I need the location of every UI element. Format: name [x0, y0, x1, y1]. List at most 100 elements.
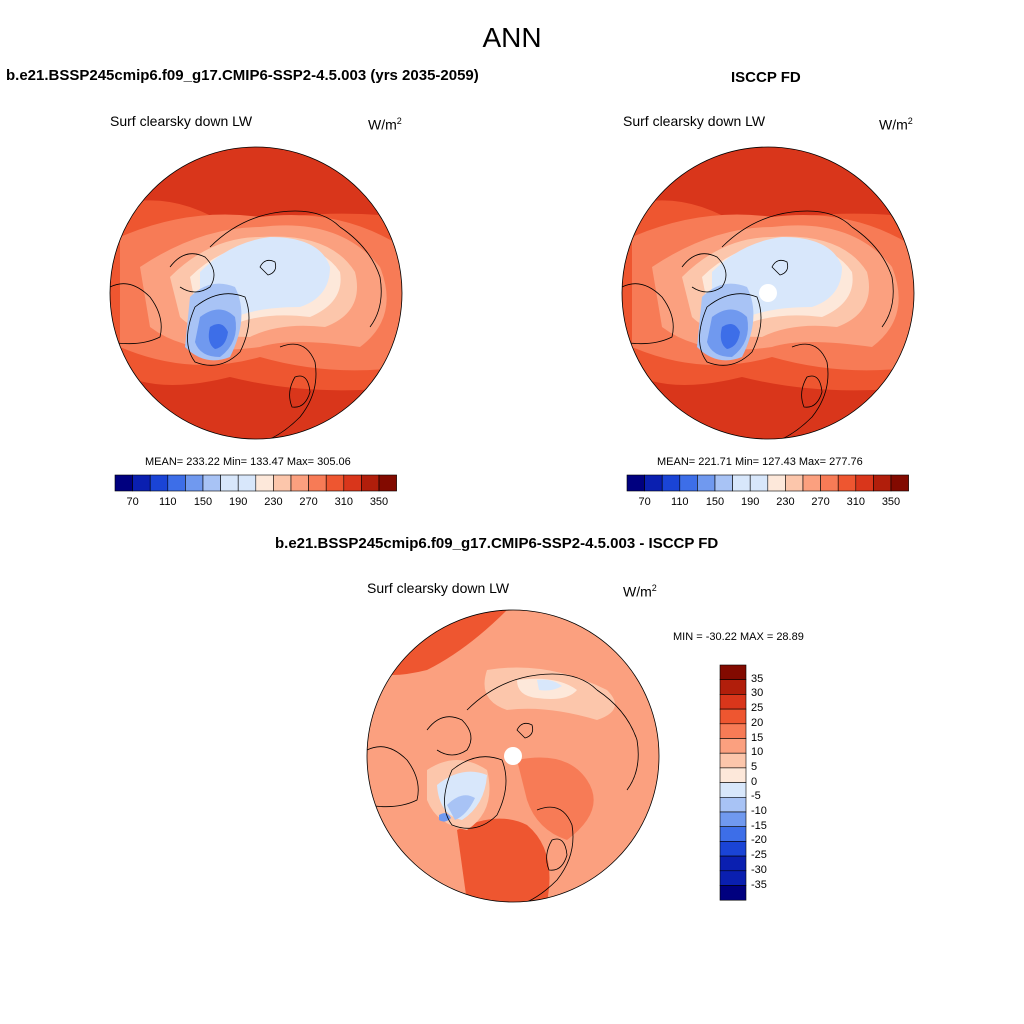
- diff-coastlines: [367, 673, 639, 902]
- colorbar-tick-label: 110: [671, 496, 689, 508]
- colorbar-tick-label: 5: [751, 760, 758, 773]
- model-units-label: W/m2: [368, 116, 402, 133]
- colorbar-tick-label: -35: [751, 878, 767, 891]
- model-polar-map: [109, 146, 403, 440]
- colorbar-tick-label: 150: [193, 496, 213, 508]
- obs-variable-label: Surf clearsky down LW: [623, 113, 766, 129]
- colorbar-box: [626, 474, 645, 492]
- colorbar-box: [308, 474, 327, 492]
- colorbar-tick-label: 270: [299, 496, 318, 508]
- colorbar-box: [719, 782, 747, 798]
- colorbar-tick-label: 190: [741, 496, 760, 508]
- colorbar-box: [732, 474, 751, 492]
- obs-stats-label: MEAN= 221.71 Min= 127.43 Max= 277.76: [657, 456, 863, 468]
- colorbar-box: [855, 474, 874, 492]
- colorbar-box: [202, 474, 221, 492]
- colorbar-tick-label: 350: [369, 496, 389, 508]
- colorbar-box: [679, 474, 698, 492]
- colorbar-box: [325, 474, 345, 492]
- diff-variable-label: Surf clearsky down LW: [367, 580, 510, 596]
- obs-panel-heading: ISCCP FD: [731, 69, 801, 86]
- colorbar-box: [719, 664, 747, 680]
- colorbar-tick-label: -20: [751, 834, 767, 847]
- colorbar-tick-label: 70: [126, 496, 139, 508]
- colorbar-box: [719, 811, 747, 827]
- colorbar-tick-label: 20: [751, 716, 764, 729]
- colorbar-box: [114, 474, 133, 492]
- colorbar-box: [290, 474, 309, 492]
- colorbar-tick-label: -25: [751, 849, 767, 862]
- colorbar-box: [767, 474, 786, 492]
- colorbar-box: [785, 474, 804, 492]
- colorbar-box: [237, 474, 257, 492]
- difference-colorbar: [719, 664, 747, 901]
- colorbar-tick-label: 310: [334, 496, 353, 508]
- colorbar-tick-label: 270: [811, 496, 830, 508]
- diff-stats-label: MIN = -30.22 MAX = 28.89: [673, 631, 804, 643]
- colorbar-box: [719, 885, 747, 901]
- colorbar-box: [719, 752, 747, 769]
- colorbar-box: [719, 767, 747, 783]
- colorbar-box: [719, 679, 747, 695]
- colorbar-box: [719, 738, 747, 754]
- colorbar-box: [837, 474, 857, 492]
- colorbar-tick-label: 190: [229, 496, 248, 508]
- diff-pole-missing-data: [504, 747, 522, 765]
- colorbar-tick-label: 35: [751, 672, 764, 685]
- obs-coastlines: [622, 210, 894, 439]
- colorbar-box: [719, 723, 747, 739]
- colorbar-box: [167, 474, 186, 492]
- colorbar-box: [697, 474, 716, 492]
- model-variable-label: Surf clearsky down LW: [110, 113, 253, 129]
- colorbar-box: [714, 474, 733, 492]
- obs-units-label: W/m2: [879, 116, 913, 133]
- colorbar-tick-label: 110: [159, 496, 177, 508]
- colorbar-box: [255, 474, 274, 492]
- colorbar-tick-label: 150: [705, 496, 725, 508]
- colorbar-box: [719, 826, 747, 842]
- colorbar-box: [149, 474, 169, 492]
- model-coastlines: [110, 210, 382, 439]
- obs-colorbar: [626, 474, 909, 492]
- colorbar-tick-label: 15: [751, 731, 764, 744]
- model-panel-heading: b.e21.BSSP245cmip6.f09_g17.CMIP6-SSP2-4.…: [6, 67, 479, 84]
- colorbar-tick-label: 10: [751, 746, 764, 759]
- colorbar-box: [890, 474, 909, 492]
- colorbar-tick-label: -5: [751, 790, 761, 803]
- colorbar-tick-label: 230: [776, 496, 795, 508]
- colorbar-tick-label: -15: [751, 819, 767, 832]
- colorbar-tick-label: 0: [751, 775, 758, 788]
- colorbar-box: [185, 474, 204, 492]
- colorbar-tick-label: 25: [751, 702, 764, 715]
- colorbar-box: [820, 474, 839, 492]
- colorbar-tick-label: 310: [846, 496, 865, 508]
- colorbar-box: [719, 708, 747, 725]
- colorbar-box: [802, 474, 821, 492]
- figure-title: ANN: [482, 22, 542, 53]
- colorbar-box: [220, 474, 239, 492]
- colorbar-tick-label: -10: [751, 805, 767, 817]
- colorbar-box: [719, 694, 747, 710]
- colorbar-tick-label: -30: [751, 863, 767, 876]
- obs-pole-missing-data: [759, 284, 777, 302]
- colorbar-box: [719, 841, 747, 857]
- colorbar-tick-label: 350: [881, 496, 901, 508]
- difference-polar-map: [366, 609, 660, 903]
- colorbar-box: [719, 797, 747, 813]
- colorbar-box: [132, 474, 151, 492]
- diff-panel-heading: b.e21.BSSP245cmip6.f09_g17.CMIP6-SSP2-4.…: [275, 535, 719, 552]
- colorbar-box: [719, 855, 747, 872]
- model-stats-label: MEAN= 233.22 Min= 133.47 Max= 305.06: [145, 456, 351, 468]
- obs-polar-map: [621, 146, 915, 440]
- colorbar-tick-label: 30: [751, 687, 764, 700]
- colorbar-box: [361, 474, 380, 492]
- colorbar-box: [644, 474, 663, 492]
- colorbar-box: [661, 474, 681, 492]
- colorbar-box: [378, 474, 397, 492]
- diff-units-label: W/m2: [623, 583, 657, 600]
- colorbar-box: [873, 474, 892, 492]
- colorbar-box: [343, 474, 362, 492]
- model-colorbar: [114, 474, 397, 492]
- colorbar-box: [749, 474, 769, 492]
- colorbar-box: [273, 474, 292, 492]
